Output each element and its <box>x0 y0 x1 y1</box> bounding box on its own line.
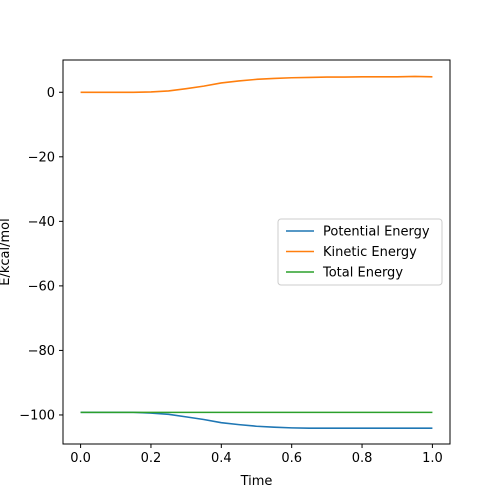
y-tick-label: 0 <box>47 86 55 101</box>
y-tick-label: −80 <box>28 344 55 359</box>
x-axis: 0.0 0.2 0.4 0.6 0.8 1.0 <box>70 444 443 466</box>
x-tick-label: 1.0 <box>422 451 443 466</box>
y-tick-label: −20 <box>28 150 55 165</box>
legend-entry: Total Energy <box>322 266 403 281</box>
y-axis-label: E/kcal/mol <box>0 218 13 285</box>
y-axis: 0 −20 −40 −60 −80 −100 <box>19 86 63 423</box>
x-tick-label: 0.0 <box>70 451 91 466</box>
y-tick-label: −100 <box>19 408 55 423</box>
x-tick-label: 0.8 <box>352 451 373 466</box>
legend-entry: Potential Energy <box>323 225 430 240</box>
series-line-kinetic-energy <box>80 75 433 94</box>
series-line-potential-energy <box>80 411 433 429</box>
x-tick-label: 0.4 <box>211 451 232 466</box>
series-layer <box>80 75 433 429</box>
x-tick-label: 0.6 <box>281 451 302 466</box>
plot-frame <box>62 59 451 445</box>
x-axis-label: Time <box>240 474 273 489</box>
legend-entry: Kinetic Energy <box>323 245 417 260</box>
legend-box <box>277 218 443 286</box>
y-tick-label: −40 <box>28 215 55 230</box>
legend: Potential Energy Kinetic Energy Total Ener… <box>277 218 443 286</box>
y-tick-label: −60 <box>28 279 55 294</box>
x-tick-label: 0.2 <box>141 451 162 466</box>
